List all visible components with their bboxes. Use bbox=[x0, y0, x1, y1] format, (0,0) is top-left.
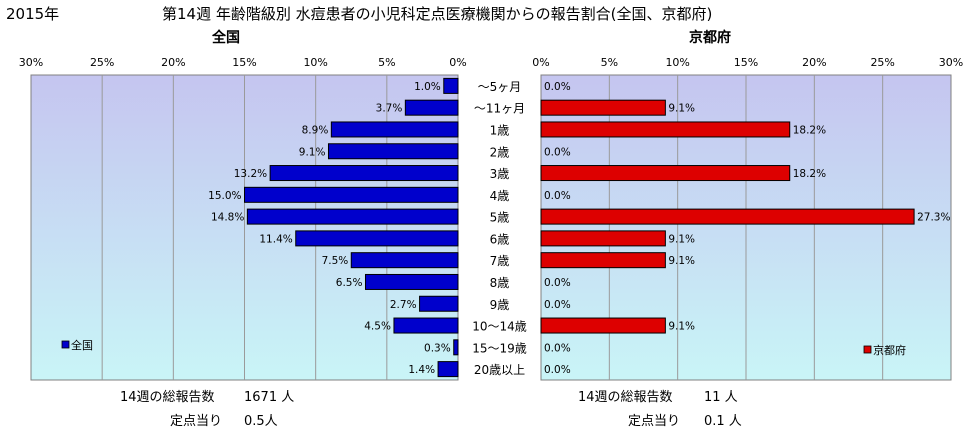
national-bar-value-label: 14.8% bbox=[211, 212, 244, 224]
national-bar bbox=[443, 77, 459, 94]
national-legend-label: 全国 bbox=[71, 338, 93, 352]
kyoto-bar-value-label: 0.0% bbox=[544, 190, 571, 202]
kyoto-panel-title: 京都府 bbox=[689, 30, 731, 46]
kyoto-bar bbox=[540, 121, 791, 138]
national-bar bbox=[295, 230, 459, 247]
kyoto-bar-value-label: 18.2% bbox=[793, 124, 826, 136]
national-bar-value-label: 2.7% bbox=[390, 299, 417, 311]
age-category-label: ～5ヶ月 bbox=[478, 80, 522, 94]
kyoto-bar bbox=[540, 165, 791, 182]
national-x-tick-label: 5% bbox=[378, 56, 395, 69]
age-category-label: 4歳 bbox=[490, 189, 510, 203]
national-bar bbox=[419, 295, 459, 312]
kyoto-legend-label: 京都府 bbox=[873, 343, 906, 357]
kyoto-bar-value-label: 9.1% bbox=[668, 233, 695, 245]
kyoto-x-tick-label: 10% bbox=[665, 56, 689, 69]
age-category-label: ～11ヶ月 bbox=[474, 102, 525, 116]
national-bar bbox=[327, 143, 459, 160]
national-total-value: 1671 人 bbox=[244, 390, 295, 405]
national-bar-value-label: 8.9% bbox=[302, 124, 329, 136]
national-legend-swatch bbox=[61, 340, 70, 349]
national-bar bbox=[404, 99, 459, 116]
national-bar bbox=[246, 208, 459, 225]
national-bar-value-label: 13.2% bbox=[234, 168, 267, 180]
kyoto-bar bbox=[540, 230, 666, 247]
national-bar-value-label: 15.0% bbox=[208, 190, 241, 202]
age-category-label: 20歳以上 bbox=[474, 363, 525, 377]
national-bar-value-label: 11.4% bbox=[259, 233, 292, 245]
kyoto-bar-value-label: 0.0% bbox=[544, 146, 571, 158]
age-category-label: 3歳 bbox=[490, 167, 510, 181]
kyoto-x-tick-label: 0% bbox=[532, 56, 549, 69]
kyoto-x-tick-label: 30% bbox=[939, 56, 963, 69]
national-bar bbox=[364, 273, 459, 290]
national-x-tick-label: 25% bbox=[90, 56, 114, 69]
kyoto-x-tick-label: 15% bbox=[734, 56, 758, 69]
age-category-label: 1歳 bbox=[490, 123, 510, 137]
national-per-site-value: 0.5人 bbox=[244, 414, 278, 429]
age-category-label: 6歳 bbox=[490, 232, 510, 246]
age-category-label: 9歳 bbox=[490, 298, 510, 312]
national-bar-value-label: 3.7% bbox=[376, 103, 403, 115]
kyoto-total-value: 11 人 bbox=[704, 390, 738, 405]
kyoto-bar-value-label: 0.0% bbox=[544, 342, 571, 354]
national-bar-value-label: 9.1% bbox=[299, 146, 326, 158]
national-bar-value-label: 7.5% bbox=[322, 255, 349, 267]
national-bar-value-label: 1.0% bbox=[414, 81, 441, 93]
kyoto-bar bbox=[540, 252, 666, 269]
age-category-label: 10～14歳 bbox=[472, 320, 527, 334]
national-bar bbox=[330, 121, 459, 138]
national-x-tick-label: 15% bbox=[232, 56, 256, 69]
national-bar-value-label: 1.4% bbox=[408, 364, 435, 376]
kyoto-legend-swatch bbox=[863, 345, 872, 354]
kyoto-bar bbox=[540, 99, 666, 116]
national-bar bbox=[393, 317, 459, 334]
national-bar-value-label: 6.5% bbox=[336, 277, 363, 289]
kyoto-bar bbox=[540, 208, 915, 225]
year-label: 2015年 bbox=[6, 5, 60, 23]
kyoto-bar-value-label: 9.1% bbox=[668, 103, 695, 115]
age-category-label: 2歳 bbox=[490, 145, 510, 159]
kyoto-bar-value-label: 0.0% bbox=[544, 299, 571, 311]
kyoto-per-site-value: 0.1 人 bbox=[704, 414, 742, 429]
chart-title: 第14週 年齢階級別 水痘患者の小児科定点医療機関からの報告割合(全国、京都府) bbox=[162, 5, 713, 23]
national-bar-value-label: 0.3% bbox=[424, 342, 451, 354]
national-bar bbox=[244, 186, 459, 203]
kyoto-bar-value-label: 0.0% bbox=[544, 81, 571, 93]
national-per-site-label: 定点当り bbox=[170, 414, 223, 429]
kyoto-bar-value-label: 9.1% bbox=[668, 255, 695, 267]
national-panel-title: 全国 bbox=[212, 30, 240, 46]
kyoto-bar-value-label: 9.1% bbox=[668, 321, 695, 333]
national-x-tick-label: 20% bbox=[161, 56, 185, 69]
kyoto-x-tick-label: 5% bbox=[601, 56, 618, 69]
age-category-label: 7歳 bbox=[490, 254, 510, 268]
age-category-label: 8歳 bbox=[490, 276, 510, 290]
kyoto-bar-value-label: 27.3% bbox=[917, 212, 950, 224]
kyoto-per-site-label: 定点当り bbox=[628, 414, 681, 429]
age-category-label: 5歳 bbox=[490, 211, 510, 225]
national-bar bbox=[269, 165, 459, 182]
kyoto-bar-value-label: 0.0% bbox=[544, 277, 571, 289]
national-x-tick-label: 30% bbox=[19, 56, 43, 69]
kyoto-bar-value-label: 0.0% bbox=[544, 364, 571, 376]
kyoto-bar bbox=[540, 317, 666, 334]
national-bar bbox=[453, 339, 459, 356]
national-bar bbox=[437, 361, 459, 378]
national-x-tick-label: 10% bbox=[303, 56, 327, 69]
kyoto-bar-value-label: 18.2% bbox=[793, 168, 826, 180]
kyoto-total-label: 14週の総報告数 bbox=[578, 390, 673, 405]
national-x-tick-label: 0% bbox=[449, 56, 466, 69]
national-bar-value-label: 4.5% bbox=[364, 321, 391, 333]
national-bar bbox=[350, 252, 459, 269]
national-total-label: 14週の総報告数 bbox=[120, 390, 215, 405]
kyoto-x-tick-label: 20% bbox=[802, 56, 826, 69]
age-category-label: 15～19歳 bbox=[472, 341, 527, 355]
kyoto-x-tick-label: 25% bbox=[870, 56, 894, 69]
